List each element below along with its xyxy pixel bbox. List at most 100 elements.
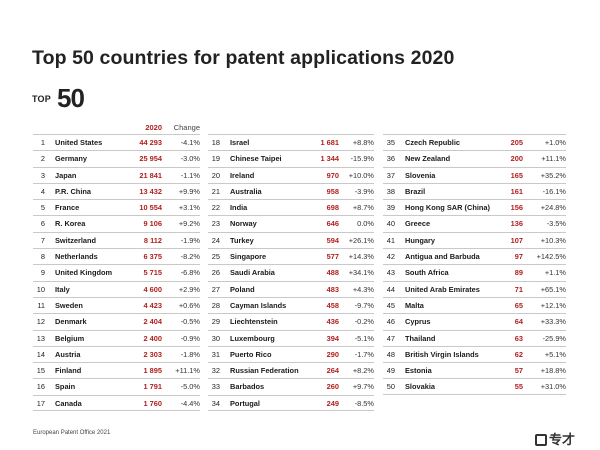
applications-value: 4 423 — [143, 300, 163, 310]
rank-cell: 49 — [386, 366, 395, 376]
rank-cell: 48 — [386, 349, 395, 359]
rank-cell: 1 — [40, 138, 45, 147]
change-value: +18.8% — [540, 366, 566, 376]
table-row: 36 New Zealand 200 +11.1% — [383, 150, 566, 166]
table-row: 11 Sweden 4 423 +0.6% — [33, 296, 200, 313]
watermark-text: 专才 — [549, 432, 576, 447]
change-value: +3.1% — [178, 203, 200, 213]
rank-cell: 38 — [386, 186, 395, 196]
country-name: Cyprus — [405, 317, 431, 327]
rank-cell: 35 — [386, 138, 395, 147]
table-row: 1 United States 44 293 -4.1% — [33, 134, 200, 150]
country-name: Spain — [55, 382, 76, 392]
applications-value: 1 760 — [143, 398, 163, 408]
applications-value: 646 — [326, 219, 339, 229]
rank-cell: 25 — [211, 252, 220, 262]
table-rows-3: 35 Czech Republic 205 +1.0% 36 New Zealand 200… — [383, 134, 566, 395]
applications-value: 1 791 — [143, 382, 163, 392]
table-row: 29 Liechtenstein 436 -0.2% — [208, 313, 374, 329]
change-value: +65.1% — [540, 284, 566, 294]
country-name: New Zealand — [405, 154, 451, 164]
country-name: Singapore — [230, 252, 267, 262]
rank-cell: 39 — [386, 203, 395, 213]
change-value: +5.1% — [544, 349, 566, 359]
table-row: 34 Portugal 249 -8.5% — [208, 394, 374, 412]
applications-value: 62 — [514, 349, 523, 359]
change-value: -1.8% — [180, 349, 200, 359]
country-name: Turkey — [230, 235, 254, 245]
country-name: Canada — [55, 398, 82, 408]
change-value: -0.5% — [180, 317, 200, 327]
change-value: +1.1% — [544, 268, 566, 278]
change-value: +12.1% — [540, 300, 566, 310]
country-name: Germany — [55, 154, 88, 164]
applications-value: 200 — [510, 154, 523, 164]
rank-cell: 12 — [36, 317, 45, 327]
change-value: -9.7% — [354, 300, 374, 310]
change-value: +33.3% — [540, 317, 566, 327]
applications-value: 13 432 — [139, 186, 162, 196]
rank-cell: 43 — [386, 268, 395, 278]
applications-value: 8 112 — [143, 235, 162, 245]
table-row: 21 Australia 958 -3.9% — [208, 182, 374, 199]
country-name: Estonia — [405, 366, 432, 376]
change-value: -15.9% — [350, 154, 374, 164]
applications-value: 970 — [326, 170, 339, 180]
applications-value: 107 — [510, 235, 523, 245]
table-row: 18 Israel 1 681 +8.8% — [208, 134, 374, 150]
rank-cell: 46 — [386, 317, 395, 327]
country-name: Russian Federation — [230, 366, 299, 376]
change-value: -1.9% — [180, 235, 200, 245]
country-name: Luxembourg — [230, 333, 275, 343]
rank-cell: 22 — [211, 203, 220, 213]
applications-value: 161 — [510, 186, 523, 196]
table-row: 28 Cayman Islands 458 -9.7% — [208, 296, 374, 313]
country-name: Slovakia — [405, 382, 435, 392]
country-name: Barbados — [230, 382, 265, 392]
change-value: -1.7% — [354, 349, 374, 359]
logo-top-text: TOP — [32, 94, 51, 104]
country-name: Switzerland — [55, 235, 97, 245]
change-value: -3.9% — [354, 186, 374, 196]
table-header: 2020 Change — [33, 118, 200, 134]
rank-cell: 11 — [37, 300, 45, 310]
change-value: -0.2% — [354, 317, 374, 327]
country-name: British Virgin Islands — [405, 349, 479, 359]
table-row: 4 P.R. China 13 432 +9.9% — [33, 182, 200, 199]
table-row: 42 Antigua and Barbuda 97 +142.5% — [383, 248, 566, 264]
change-value: -25.9% — [542, 333, 566, 343]
applications-value: 89 — [514, 268, 523, 278]
rank-cell: 50 — [386, 382, 395, 392]
change-value: +9.7% — [352, 382, 374, 392]
applications-value: 594 — [326, 235, 339, 245]
rank-cell: 42 — [386, 252, 395, 262]
footer-credit: European Patent Office 2021 — [33, 430, 111, 436]
rank-cell: 37 — [386, 170, 395, 180]
country-name: Greece — [405, 219, 431, 229]
change-value: -6.8% — [180, 268, 200, 278]
table-row: 2 Germany 25 954 -3.0% — [33, 150, 200, 166]
change-value: -8.2% — [180, 252, 200, 262]
country-name: Netherlands — [55, 252, 98, 262]
table-row: 16 Spain 1 791 -5.0% — [33, 378, 200, 394]
table-row: 47 Thailand 63 -25.9% — [383, 329, 566, 346]
applications-value: 1 895 — [143, 366, 163, 376]
table-rows-2: 18 Israel 1 681 +8.8% 19 Chinese Taipei 1 344-… — [208, 134, 374, 412]
applications-value: 1 681 — [320, 138, 340, 147]
table-row: 22 India 698 +8.7% — [208, 199, 374, 215]
table-row: 41 Hungary 107 +10.3% — [383, 231, 566, 248]
table-row: 9 United Kingdom 5 715 -6.8% — [33, 264, 200, 280]
header-year: 2020 — [145, 123, 162, 132]
top50-logo: TOP 50 — [32, 83, 102, 116]
rank-cell: 23 — [211, 219, 220, 229]
applications-value: 57 — [514, 366, 523, 376]
rank-cell: 28 — [211, 300, 220, 310]
rank-cell: 45 — [386, 300, 395, 310]
table-row: 19 Chinese Taipei 1 344 -15.9% — [208, 150, 374, 166]
country-name: Finland — [55, 366, 82, 376]
table-row: 24 Turkey 594 +26.1% — [208, 231, 374, 248]
table-row: 10 Italy 4 600 +2.9% — [33, 280, 200, 297]
applications-value: 6 375 — [143, 252, 163, 262]
change-value: +24.8% — [540, 203, 566, 213]
table-row: 3 Japan 21 841 -1.1% — [33, 166, 200, 183]
